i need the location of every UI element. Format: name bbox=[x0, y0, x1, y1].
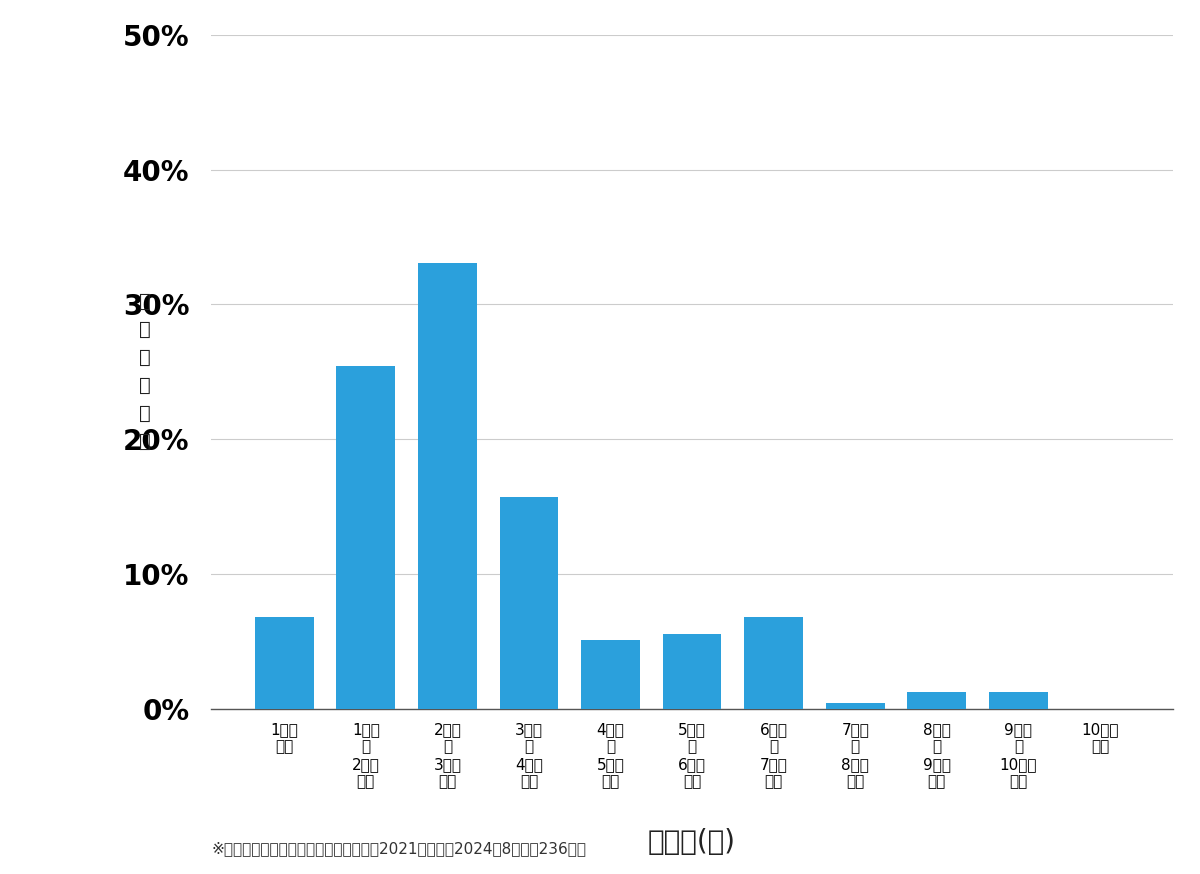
Text: ※弊社受付の案件を対象に集計（期間：2021年１月〜2024年8月、計236件）: ※弊社受付の案件を対象に集計（期間：2021年１月〜2024年8月、計236件） bbox=[211, 842, 586, 857]
Bar bbox=[581, 641, 640, 709]
Bar bbox=[418, 263, 476, 709]
Bar bbox=[744, 617, 803, 709]
Bar bbox=[907, 691, 966, 709]
Bar bbox=[336, 366, 395, 709]
Bar bbox=[662, 635, 721, 709]
Bar bbox=[499, 497, 558, 709]
X-axis label: 価格帯(円): 価格帯(円) bbox=[648, 828, 736, 856]
Bar bbox=[989, 691, 1048, 709]
Text: 価
格
帯
の
割
合: 価 格 帯 の 割 合 bbox=[139, 292, 151, 451]
Bar bbox=[826, 703, 884, 709]
Bar bbox=[254, 617, 313, 709]
